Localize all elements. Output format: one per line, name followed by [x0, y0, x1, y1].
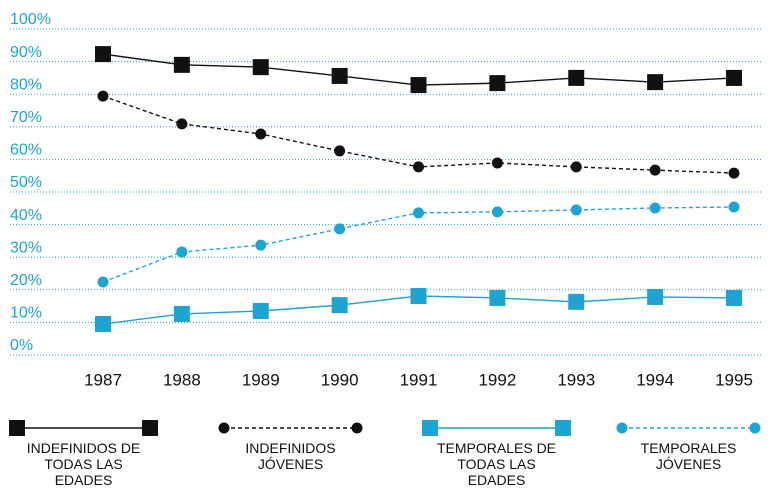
data-point — [331, 67, 348, 84]
data-point — [176, 246, 188, 258]
data-point — [413, 161, 424, 173]
legend-label: TEMPORALES DE TODAS LAS EDADES — [436, 440, 557, 488]
data-point — [176, 118, 188, 130]
y-tick-label: 60% — [10, 142, 42, 159]
data-point — [95, 46, 111, 63]
data-point — [255, 239, 267, 251]
x-tick-label: 1992 — [478, 370, 516, 389]
y-tick-label: 0% — [10, 337, 33, 354]
y-tick-label: 90% — [10, 44, 42, 61]
x-tick-label: 1993 — [557, 370, 595, 389]
legend-marker — [616, 422, 628, 434]
x-tick-label: 1989 — [242, 370, 280, 389]
legend-marker — [351, 422, 363, 434]
x-tick-label: 1995 — [715, 370, 753, 389]
x-tick-label: 1987 — [84, 370, 122, 389]
x-tick-label: 1988 — [163, 370, 201, 389]
data-point — [252, 59, 269, 76]
data-point — [413, 207, 424, 219]
data-point — [647, 288, 664, 305]
data-point — [97, 276, 109, 288]
data-point — [173, 56, 190, 73]
data-point — [728, 167, 740, 179]
y-tick-label: 50% — [10, 174, 42, 191]
data-point — [331, 297, 348, 314]
data-point — [726, 289, 742, 306]
y-tick-label: 20% — [10, 272, 42, 289]
data-point — [728, 201, 740, 213]
y-tick-label: 80% — [10, 76, 42, 93]
data-point — [95, 316, 111, 333]
legend-marker — [218, 422, 230, 434]
data-point — [570, 204, 582, 216]
data-point — [568, 69, 585, 86]
legend-marker — [9, 420, 25, 436]
y-tick-label: 30% — [10, 239, 42, 256]
y-tick-label: 40% — [10, 207, 42, 224]
data-point — [255, 128, 267, 140]
legend-label: TEMPORALES JÓVENES — [640, 440, 737, 472]
data-point — [570, 161, 582, 173]
data-point — [491, 157, 503, 169]
data-point — [647, 74, 664, 91]
legend-label: INDEFINIDOS JÓVENES — [245, 440, 336, 472]
data-point — [410, 77, 427, 94]
y-tick-label: 100% — [10, 11, 51, 28]
legend-marker — [422, 420, 438, 436]
data-point — [489, 289, 506, 306]
data-point — [410, 287, 427, 304]
data-point — [726, 69, 742, 86]
y-tick-label: 70% — [10, 109, 42, 126]
y-tick-label: 10% — [10, 305, 42, 322]
data-point — [649, 202, 661, 214]
legend-marker — [555, 420, 571, 436]
x-tick-label: 1994 — [636, 370, 674, 389]
data-point — [489, 75, 506, 92]
x-tick-label: 1990 — [321, 370, 359, 389]
legend-marker — [142, 420, 158, 436]
data-point — [568, 293, 585, 310]
legend-marker — [749, 422, 761, 434]
data-point — [97, 90, 109, 102]
data-point — [334, 145, 346, 157]
data-point — [252, 302, 269, 319]
legend-label: INDEFINIDOS DE TODAS LAS EDADES — [26, 440, 141, 488]
x-tick-label: 1991 — [400, 370, 438, 389]
data-point — [173, 305, 190, 322]
data-point — [491, 206, 503, 218]
data-point — [334, 223, 346, 235]
data-point — [649, 164, 661, 176]
